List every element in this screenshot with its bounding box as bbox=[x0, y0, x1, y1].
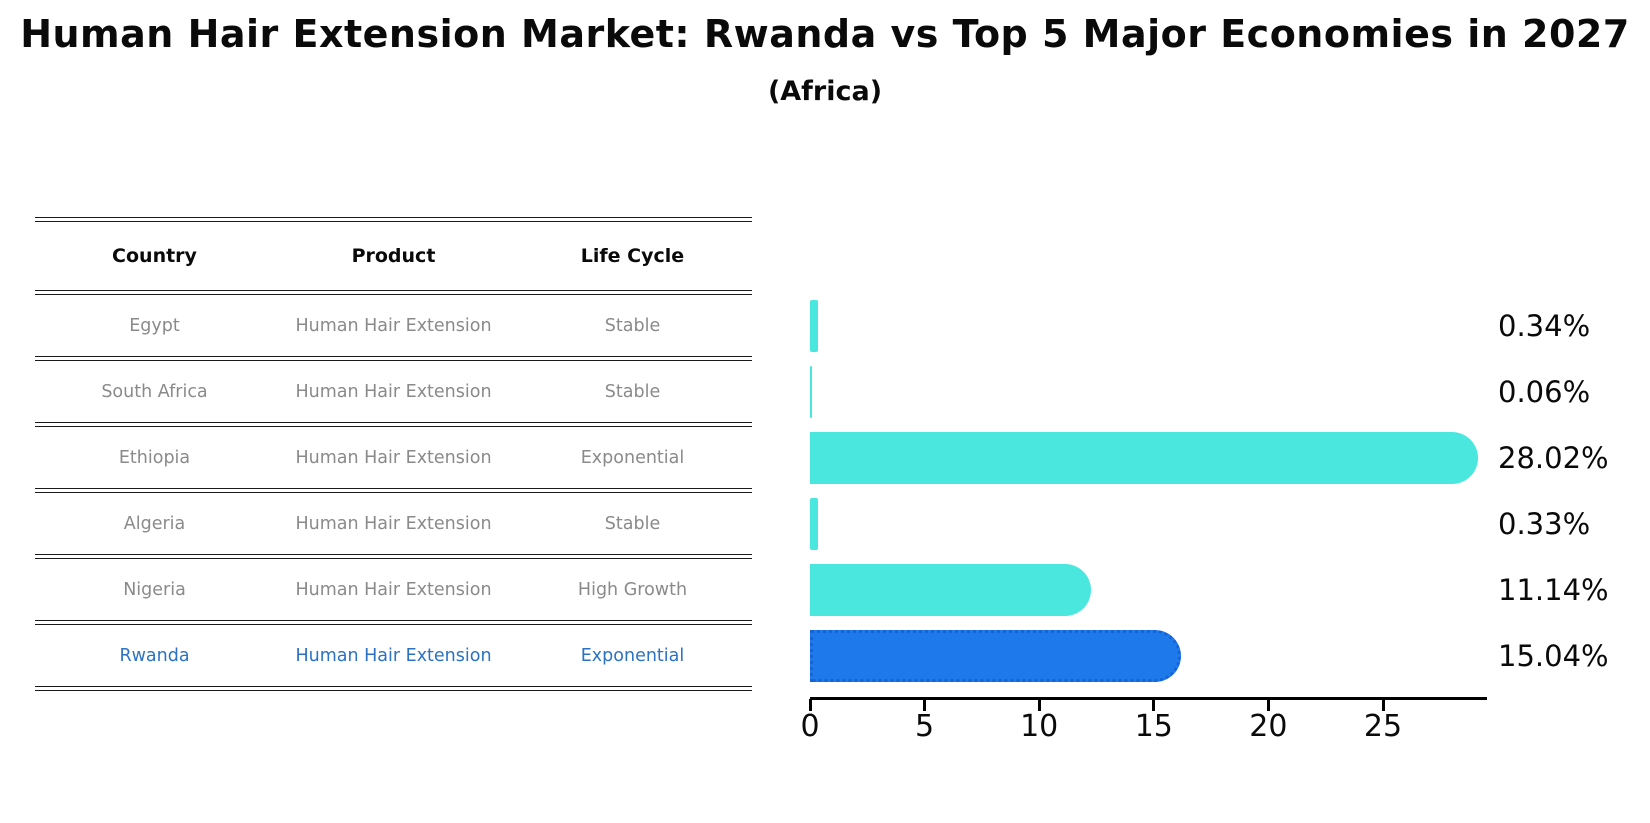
x-tick-label: 20 bbox=[1249, 709, 1288, 744]
cell-product: Human Hair Extension bbox=[295, 645, 492, 666]
x-tick-label: 10 bbox=[1020, 709, 1059, 744]
table-separator bbox=[35, 356, 752, 361]
country-table: Country Product Life Cycle Egypt Human H… bbox=[35, 217, 752, 691]
cell-life-cycle: Exponential bbox=[580, 645, 685, 666]
table-row-nigeria: Nigeria Human Hair Extension High Growth bbox=[35, 559, 752, 620]
header-product: Product bbox=[351, 245, 436, 267]
bar-nigeria bbox=[810, 563, 1092, 616]
table-row-algeria: Algeria Human Hair Extension Stable bbox=[35, 493, 752, 554]
table-border-bottom bbox=[35, 686, 752, 691]
x-tick-mark bbox=[923, 699, 927, 711]
bar-rwanda bbox=[810, 629, 1181, 682]
value-label: 0.33% bbox=[1498, 506, 1591, 541]
cell-life-cycle: Stable bbox=[604, 381, 661, 402]
cell-life-cycle: Stable bbox=[604, 513, 661, 534]
cell-country: Nigeria bbox=[123, 579, 186, 600]
x-tick-mark bbox=[1152, 699, 1156, 711]
x-tick-label: 5 bbox=[915, 709, 935, 744]
cell-product: Human Hair Extension bbox=[295, 579, 492, 600]
cell-product: Human Hair Extension bbox=[295, 315, 492, 336]
cell-country: Rwanda bbox=[119, 645, 190, 666]
cell-country: Ethiopia bbox=[118, 447, 191, 468]
x-tick-mark bbox=[1266, 699, 1270, 711]
table-row-egypt: Egypt Human Hair Extension Stable bbox=[35, 295, 752, 356]
bar-algeria bbox=[810, 497, 818, 550]
cell-country: South Africa bbox=[101, 381, 208, 402]
value-label: 11.14% bbox=[1498, 572, 1609, 607]
x-tick-mark bbox=[1037, 699, 1041, 711]
bar-ethiopia bbox=[810, 431, 1479, 484]
cell-life-cycle: High Growth bbox=[577, 579, 688, 600]
header-life-cycle: Life Cycle bbox=[580, 245, 685, 267]
value-label: 0.34% bbox=[1498, 308, 1591, 343]
table-separator bbox=[35, 290, 752, 295]
table-row-ethiopia: Ethiopia Human Hair Extension Exponentia… bbox=[35, 427, 752, 488]
cell-country: Algeria bbox=[123, 513, 186, 534]
x-axis-line bbox=[810, 697, 1487, 700]
value-label: 28.02% bbox=[1498, 440, 1609, 475]
cell-product: Human Hair Extension bbox=[295, 513, 492, 534]
table-separator bbox=[35, 620, 752, 625]
cell-life-cycle: Exponential bbox=[580, 447, 685, 468]
x-tick-mark bbox=[808, 699, 812, 711]
table-separator bbox=[35, 554, 752, 559]
table-row-rwanda: Rwanda Human Hair Extension Exponential bbox=[35, 625, 752, 686]
table-border-top bbox=[35, 217, 752, 222]
table-header-row: Country Product Life Cycle bbox=[35, 222, 752, 290]
x-tick-label: 15 bbox=[1134, 709, 1173, 744]
table-row-south-africa: South Africa Human Hair Extension Stable bbox=[35, 361, 752, 422]
value-label: 15.04% bbox=[1498, 638, 1609, 673]
value-label: 0.06% bbox=[1498, 374, 1591, 409]
chart-subtitle: (Africa) bbox=[767, 76, 883, 107]
header-country: Country bbox=[112, 245, 197, 267]
x-tick-label: 0 bbox=[800, 709, 820, 744]
bar-egypt bbox=[810, 299, 818, 352]
bar-south-africa bbox=[810, 365, 812, 418]
x-tick-mark bbox=[1381, 699, 1385, 711]
x-tick-label: 25 bbox=[1363, 709, 1403, 744]
cell-life-cycle: Stable bbox=[604, 315, 661, 336]
table-separator bbox=[35, 488, 752, 493]
table-separator bbox=[35, 422, 752, 427]
cell-product: Human Hair Extension bbox=[295, 447, 492, 468]
chart-title: Human Hair Extension Market: Rwanda vs T… bbox=[20, 12, 1630, 56]
cell-country: Egypt bbox=[129, 315, 180, 336]
cell-product: Human Hair Extension bbox=[295, 381, 492, 402]
